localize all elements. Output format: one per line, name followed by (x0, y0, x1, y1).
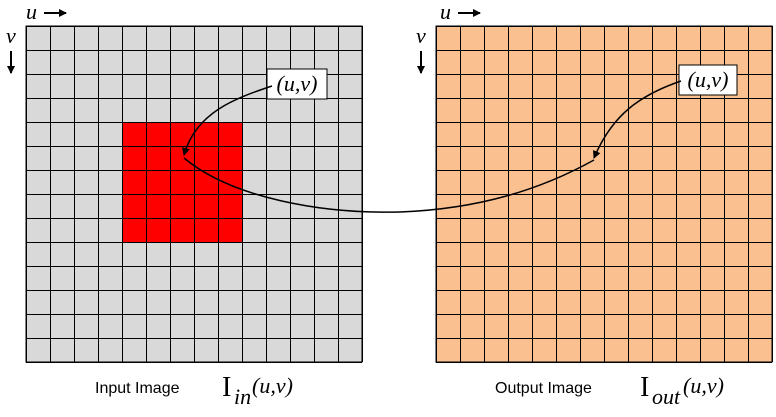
input-grid-lines (26, 26, 363, 363)
output-pointer-arrow (593, 80, 682, 159)
mapping-curve-arrow (183, 157, 595, 213)
output-u-axis: u (440, 0, 481, 24)
input-u-axis: u (26, 0, 67, 24)
output-caption-subscript: out (652, 384, 681, 409)
output-caption-symbol: I (640, 372, 649, 403)
input-v-axis: v (6, 23, 16, 74)
output-caption-text: Output Image (495, 380, 592, 397)
input-v-label: v (6, 23, 16, 48)
output-grid-lines (436, 26, 773, 363)
input-caption-text: Input Image (95, 380, 180, 397)
output-point-label-box: (u,v) (678, 64, 738, 96)
input-pointer-arrow (182, 85, 273, 156)
output-v-label: v (416, 23, 426, 48)
input-caption-args: (u,v) (252, 373, 293, 398)
output-caption: Output Image I out (u,v) (495, 372, 724, 409)
input-caption-subscript: in (234, 384, 251, 409)
output-caption-args: (u,v) (683, 373, 724, 398)
input-point-label-box: (u,v) (266, 68, 328, 100)
output-v-axis: v (416, 23, 426, 74)
input-caption: Input Image I in (u,v) (95, 372, 293, 409)
input-point-label: (u,v) (277, 71, 318, 96)
input-caption-symbol: I (222, 372, 231, 403)
output-u-label: u (440, 0, 451, 24)
input-u-label: u (26, 0, 37, 24)
output-point-label: (u,v) (688, 67, 729, 92)
